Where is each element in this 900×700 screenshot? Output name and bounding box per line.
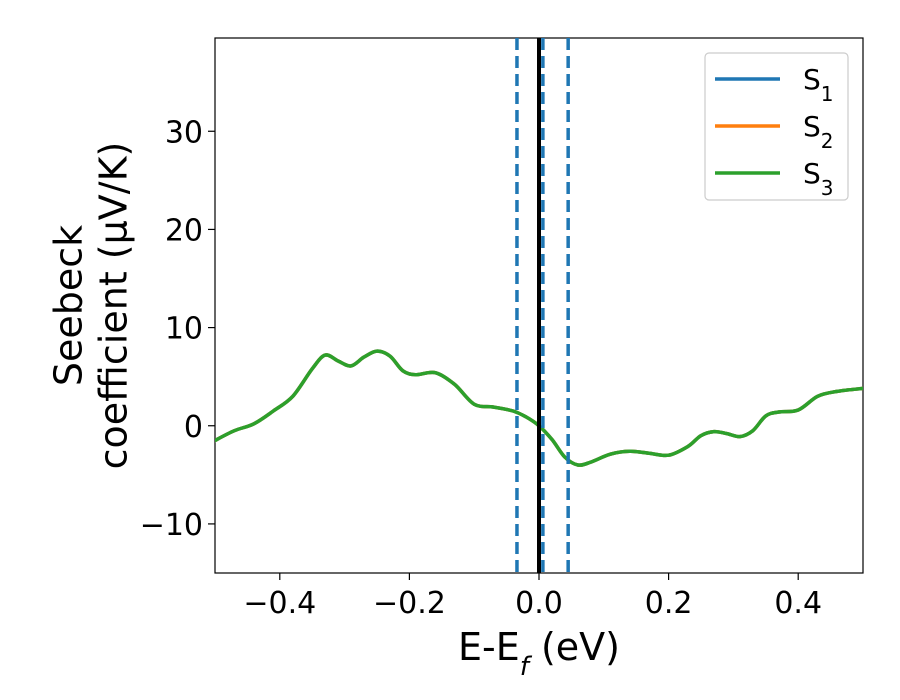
reference-lines [515, 38, 570, 573]
x-tick-label: 0.2 [645, 586, 693, 621]
y-tick-label: 30 [165, 115, 203, 150]
x-axis-label: E-Ef (eV) [458, 625, 620, 682]
legend-label-s1: S1 [803, 63, 834, 106]
y-tick-label: 10 [165, 312, 203, 347]
x-tick-label: 0.0 [515, 586, 563, 621]
y-tick-label: 20 [165, 213, 203, 248]
y-tick-label: −10 [140, 508, 203, 543]
legend-label-s3: S3 [803, 157, 834, 200]
y-axis-label-line2: coefficient (μV/K) [91, 142, 135, 470]
y-axis-label-line1: Seebeck [46, 225, 90, 386]
x-tick-label: −0.4 [243, 586, 316, 621]
y-tick-label: 0 [184, 410, 203, 445]
legend-label-s2: S2 [803, 110, 834, 153]
x-axis-ticks: −0.4 −0.2 0.0 0.2 0.4 [243, 573, 822, 621]
x-tick-label: −0.2 [373, 586, 446, 621]
y-axis-ticks: −10 0 10 20 30 [140, 115, 215, 543]
x-tick-label: 0.4 [774, 586, 822, 621]
y-axis-label: Seebeck coefficient (μV/K) [46, 142, 135, 470]
